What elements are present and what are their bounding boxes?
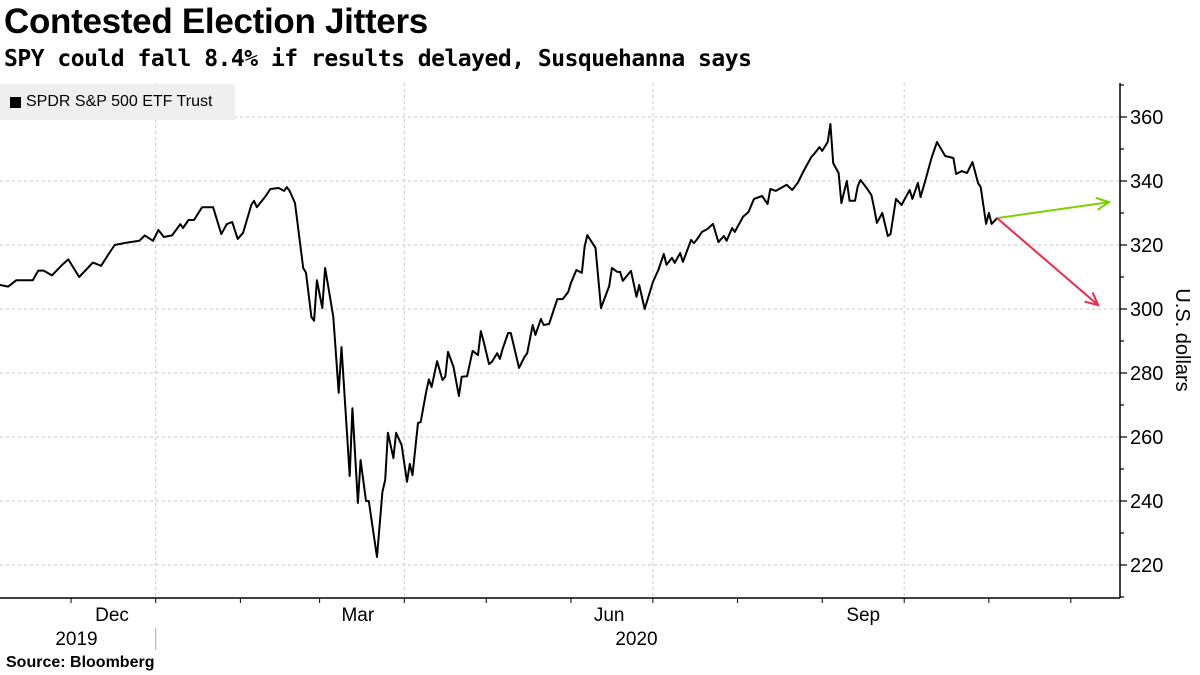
legend: SPDR S&P 500 ETF Trust bbox=[0, 84, 235, 120]
arrow-head-icon bbox=[1095, 196, 1112, 211]
annotations bbox=[996, 196, 1112, 307]
down-scenario-arrow bbox=[996, 217, 1100, 307]
chart-title: Contested Election Jitters bbox=[4, 2, 428, 41]
arrow-head-icon bbox=[1084, 291, 1100, 307]
y-axis-label: U.S. dollars bbox=[1171, 288, 1193, 391]
legend-label: SPDR S&P 500 ETF Trust bbox=[26, 93, 213, 110]
y-tick-label: 260 bbox=[1130, 427, 1163, 449]
source-note: Source: Bloomberg bbox=[6, 654, 155, 671]
x-year-label: 2019 bbox=[55, 629, 97, 650]
y-tick-label: 360 bbox=[1130, 107, 1163, 129]
y-tick-label: 280 bbox=[1130, 363, 1163, 385]
gridlines bbox=[0, 83, 1120, 598]
y-tick-label: 220 bbox=[1130, 555, 1163, 577]
x-tick-label: Dec bbox=[95, 605, 129, 626]
arrow-shaft bbox=[996, 217, 1099, 306]
axes: 220 240 260 280 300 320 340 360 Dec Mar Jun Sep 2019… bbox=[0, 83, 1163, 650]
series-line-spy bbox=[0, 123, 998, 558]
x-tick-label: Jun bbox=[594, 605, 625, 626]
up-scenario-arrow bbox=[996, 196, 1112, 220]
legend-swatch bbox=[10, 96, 21, 108]
y-tick-label: 300 bbox=[1130, 299, 1163, 321]
y-tick-label: 340 bbox=[1130, 171, 1163, 193]
chart-subtitle: SPY could fall 8.4% if results delayed, … bbox=[4, 46, 752, 72]
y-tick-label: 320 bbox=[1130, 235, 1163, 257]
x-tick-label: Mar bbox=[341, 605, 374, 626]
x-year-label: 2020 bbox=[615, 629, 657, 650]
x-tick-label: Sep bbox=[846, 605, 880, 626]
y-tick-label: 240 bbox=[1130, 491, 1163, 513]
arrow-shaft bbox=[996, 201, 1110, 220]
